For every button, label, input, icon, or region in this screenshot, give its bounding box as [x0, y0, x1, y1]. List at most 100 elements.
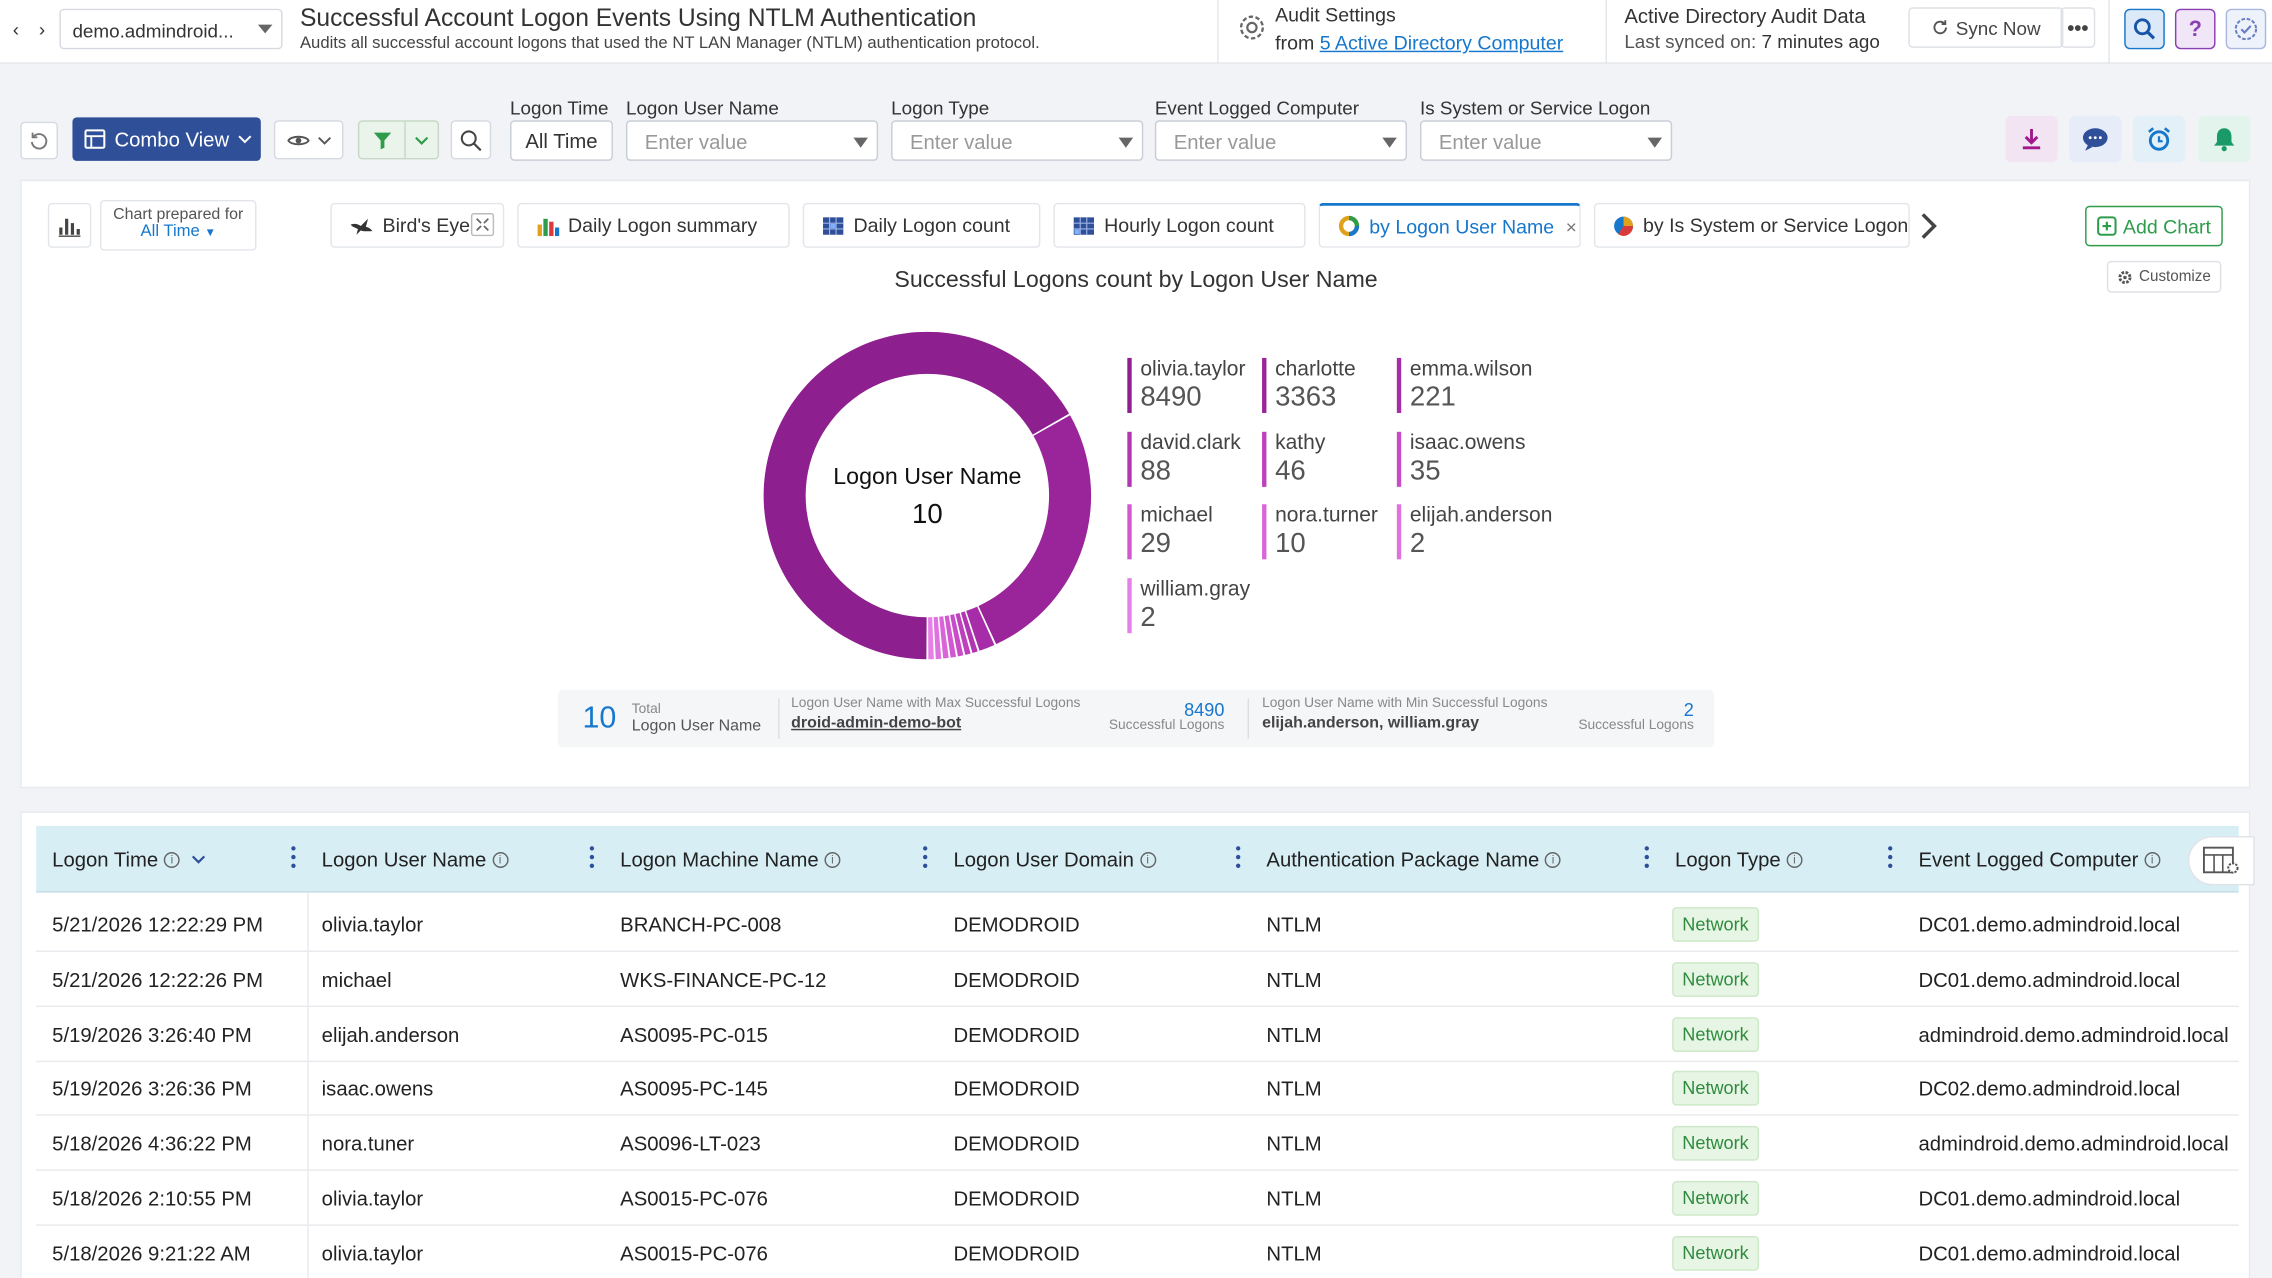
filter-label-logon-type: Logon Type — [891, 97, 990, 119]
column-menu-icon[interactable] — [1235, 846, 1242, 872]
filter-label-logon-user-name: Logon User Name — [625, 97, 779, 119]
tab-by-logon-user-name[interactable]: by Logon User Name × — [1318, 202, 1581, 248]
legend-item[interactable]: nora.turner 10 — [1262, 503, 1378, 561]
column-header-auth-package[interactable]: Authentication Package Name i — [1266, 826, 1562, 893]
tab-by-system-or-service-logon[interactable]: by Is System or Service Logon — [1593, 202, 1910, 248]
column-header-event-logged-computer[interactable]: Event Logged Computer i — [1918, 826, 2161, 893]
table-row[interactable]: 5/18/2026 2:10:55 PM olivia.taylor AS0015-… — [36, 1171, 2239, 1226]
status-button[interactable] — [2225, 8, 2267, 50]
donut-slice-nora-turner[interactable] — [939, 616, 949, 659]
chart-toggle-button[interactable] — [47, 202, 92, 248]
logon-type-filter[interactable]: Enter value — [891, 120, 1144, 161]
expand-icon[interactable] — [470, 213, 495, 237]
table-row[interactable]: 5/21/2026 12:22:29 PM olivia.taylor BRANCH… — [36, 897, 2239, 952]
tab-daily-logon-count[interactable]: Daily Logon count — [802, 202, 1041, 248]
forward-icon[interactable]: › — [38, 18, 46, 40]
donut-chart[interactable] — [753, 322, 1101, 670]
add-chart-button[interactable]: Add Chart — [2085, 205, 2223, 247]
search-filter-button[interactable] — [450, 120, 492, 160]
column-menu-icon[interactable] — [291, 846, 297, 872]
column-menu-icon[interactable] — [923, 846, 929, 872]
close-icon[interactable]: × — [1565, 215, 1577, 237]
table-row[interactable]: 5/18/2026 4:36:22 PM nora.tuner AS0096-LT-… — [36, 1116, 2239, 1172]
donut-slice-michael[interactable] — [944, 615, 957, 658]
table-row[interactable]: 5/19/2026 3:26:40 PM elijah.anderson AS009… — [36, 1006, 2239, 1062]
info-icon[interactable]: i — [1786, 851, 1803, 868]
customize-button[interactable]: Customize — [2106, 260, 2222, 293]
info-icon[interactable]: i — [1545, 851, 1562, 868]
reset-button[interactable] — [20, 121, 58, 160]
chart-period-selector[interactable]: Chart prepared for All Time ▼ — [99, 199, 257, 251]
table-row[interactable]: 5/18/2026 9:21:22 AM olivia.taylor AS0015-… — [36, 1226, 2238, 1278]
summary-max-user[interactable]: droid-admin-demo-bot — [791, 714, 962, 732]
info-icon[interactable]: i — [163, 851, 180, 868]
tab-hourly-logon-count[interactable]: Hourly Logon count — [1053, 202, 1306, 248]
search-button[interactable] — [2124, 8, 2165, 50]
info-icon[interactable]: i — [2144, 851, 2161, 868]
legend-item[interactable]: david.clark 88 — [1127, 430, 1241, 488]
alerts-button[interactable] — [2198, 115, 2251, 163]
donut-slice-david-clark[interactable] — [960, 611, 978, 653]
column-header-logon-time[interactable]: Logon Time i — [52, 826, 209, 893]
event-logged-computer-filter[interactable]: Enter value — [1154, 120, 1407, 161]
cell-auth-package: NTLM — [1266, 1186, 1322, 1210]
audit-computers-link[interactable]: 5 Active Directory Computer — [1319, 31, 1564, 54]
tab-birds-eye[interactable]: Bird's Eye — [330, 202, 505, 248]
system-logon-filter[interactable]: Enter value — [1420, 120, 1673, 161]
legend-item[interactable]: emma.wilson 221 — [1396, 356, 1532, 414]
logon-time-filter[interactable]: All Time — [510, 120, 613, 161]
legend-swatch — [1262, 431, 1267, 487]
column-header-logon-user-name[interactable]: Logon User Name i — [322, 826, 509, 893]
donut-slice-emma-wilson[interactable] — [966, 606, 995, 651]
chat-button[interactable] — [2069, 115, 2122, 163]
back-icon[interactable]: ‹ — [12, 18, 20, 40]
chevron-down-icon — [317, 136, 331, 145]
export-button[interactable] — [2005, 115, 2058, 163]
sync-icon — [1933, 20, 1947, 35]
sync-now-button[interactable]: Sync Now — [1908, 7, 2064, 48]
legend-item[interactable]: michael 29 — [1127, 503, 1213, 561]
cell-logon-time: 5/21/2026 12:22:29 PM — [52, 912, 264, 937]
combo-view-button[interactable]: Combo View — [72, 117, 261, 161]
legend-item[interactable]: charlotte 3363 — [1262, 356, 1356, 414]
legend-item[interactable]: william.gray 2 — [1127, 577, 1250, 635]
column-menu-icon[interactable] — [589, 846, 596, 872]
schedule-button[interactable] — [2132, 115, 2186, 163]
column-menu-icon[interactable] — [1888, 846, 1894, 872]
legend-item[interactable]: kathy 46 — [1262, 430, 1325, 488]
donut-slice-elijah-anderson[interactable] — [933, 616, 942, 660]
donut-slice-kathy[interactable] — [955, 612, 971, 655]
legend-swatch — [1127, 504, 1132, 560]
tenant-selector[interactable]: demo.admindroid... — [59, 8, 283, 50]
tabs-next-button[interactable] — [1910, 203, 1948, 248]
tab-daily-logon-summary[interactable]: Daily Logon summary — [517, 202, 790, 248]
legend-item[interactable]: elijah.anderson 2 — [1396, 503, 1552, 561]
cell-logon-user-name: isaac.owens — [321, 1077, 434, 1101]
legend-value: 8490 — [1140, 382, 1202, 413]
column-settings-button[interactable] — [2187, 836, 2255, 886]
column-menu-icon[interactable] — [1644, 846, 1651, 872]
info-icon[interactable]: i — [824, 851, 841, 868]
logon-user-name-filter[interactable]: Enter value — [625, 120, 879, 161]
more-options-button[interactable]: ••• — [2060, 7, 2096, 48]
column-header-logon-user-domain[interactable]: Logon User Domain i — [953, 826, 1156, 893]
help-button[interactable]: ? — [2174, 8, 2216, 50]
table-row[interactable]: 5/19/2026 3:26:36 PM isaac.owens AS0095-PC… — [36, 1061, 2239, 1117]
column-header-logon-type[interactable]: Logon Type i — [1675, 826, 1803, 893]
filter-button[interactable] — [357, 120, 440, 160]
filter-icon[interactable] — [359, 121, 406, 158]
info-icon[interactable]: i — [1139, 851, 1156, 868]
donut-slice-isaac-owens[interactable] — [950, 614, 964, 657]
sort-desc-icon[interactable] — [189, 852, 209, 866]
donut-slice-william-gray[interactable] — [928, 617, 934, 660]
view-options-button[interactable] — [273, 120, 344, 160]
legend-item[interactable]: olivia.taylor 8490 — [1127, 356, 1245, 414]
table-row[interactable]: 5/21/2026 12:22:26 PM michael WKS-FINANCE-… — [36, 952, 2239, 1007]
info-icon[interactable]: i — [492, 851, 509, 868]
donut-slice-charlotte[interactable] — [978, 415, 1092, 645]
column-header-logon-machine-name[interactable]: Logon Machine Name i — [620, 826, 841, 893]
cell-logon-machine-name: AS0095-PC-015 — [620, 1022, 768, 1046]
filter-dropdown[interactable] — [406, 122, 438, 158]
legend-item[interactable]: isaac.owens 35 — [1396, 430, 1526, 488]
logon-type-badge: Network — [1672, 1126, 1759, 1161]
